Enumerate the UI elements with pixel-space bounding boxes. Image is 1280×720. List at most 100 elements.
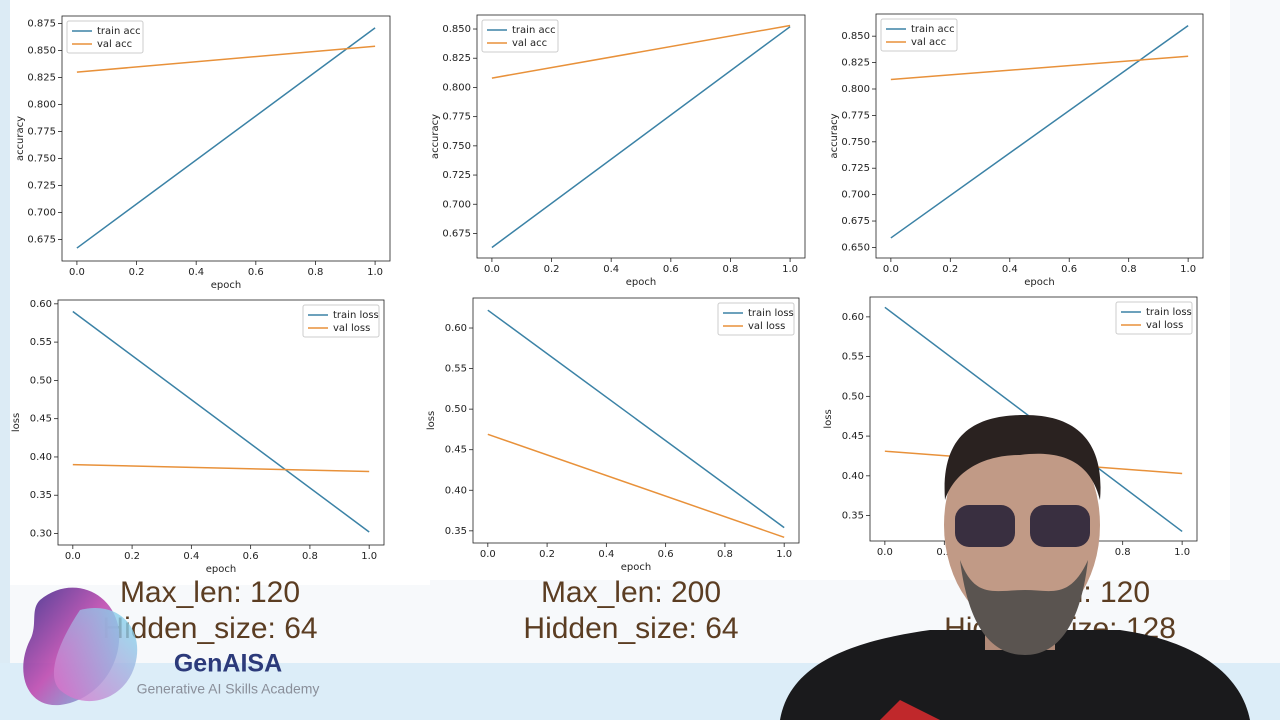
y-tick-label: 0.800 bbox=[27, 100, 56, 111]
y-tick-label: 0.825 bbox=[841, 58, 870, 69]
x-tick-label: 0.4 bbox=[598, 549, 614, 560]
legend: train acc val acc bbox=[481, 19, 559, 53]
left-strip bbox=[0, 0, 10, 663]
x-tick-label: 0.2 bbox=[544, 264, 560, 275]
series-line bbox=[72, 463, 370, 473]
x-tick-label: 0.4 bbox=[603, 264, 619, 275]
x-tick-label: 0.6 bbox=[1061, 264, 1077, 275]
y-tick-label: 0.60 bbox=[842, 312, 864, 323]
series-line bbox=[890, 55, 1189, 81]
x-tick-label: 1.0 bbox=[367, 267, 383, 278]
y-axis-label: accuracy bbox=[15, 116, 26, 161]
y-tick-label: 0.750 bbox=[442, 141, 471, 152]
legend-label: val loss bbox=[1146, 320, 1183, 331]
legend-box bbox=[481, 19, 559, 53]
x-tick-label: 0.0 bbox=[69, 267, 85, 278]
legend-label: train acc bbox=[97, 26, 141, 37]
x-tick-label: 0.4 bbox=[183, 551, 199, 562]
legend-box bbox=[1115, 301, 1193, 335]
x-axis-label: epoch bbox=[206, 564, 236, 575]
y-tick-label: 0.650 bbox=[841, 242, 870, 253]
x-tick-label: 0.0 bbox=[480, 549, 496, 560]
x-tick-label: 0.8 bbox=[1121, 264, 1137, 275]
line-chart: 0.0 0.2 0.4 0.6 0.8 1.0 0.675 0.700 0.725 0.750 0.… bbox=[430, 14, 806, 288]
hair bbox=[944, 415, 1101, 500]
x-axis-label: epoch bbox=[621, 562, 651, 573]
x-tick-label: 0.2 bbox=[539, 549, 555, 560]
x-axis-label: epoch bbox=[1024, 277, 1054, 288]
y-tick-label: 0.50 bbox=[842, 391, 864, 402]
y-axis-label: loss bbox=[426, 411, 437, 430]
glasses bbox=[1030, 505, 1090, 547]
charts: 0.0 0.2 0.4 0.6 0.8 1.0 0.675 0.700 0.725 0.750 0.… bbox=[11, 13, 1204, 575]
glasses bbox=[955, 505, 1015, 547]
line-chart: 0.0 0.2 0.4 0.6 0.8 1.0 0.650 0.675 0.700 0.725 0.… bbox=[829, 13, 1204, 288]
y-tick-label: 0.700 bbox=[841, 190, 870, 201]
y-tick-label: 0.725 bbox=[27, 180, 56, 191]
logo-patch bbox=[880, 700, 940, 720]
y-tick-label: 0.700 bbox=[27, 207, 56, 218]
x-tick-label: 0.4 bbox=[188, 267, 204, 278]
series-line bbox=[491, 24, 791, 79]
y-tick-label: 0.675 bbox=[841, 216, 870, 227]
line-chart: 0.0 0.2 0.4 0.6 0.8 1.0 0.35 0.40 0.45 0.50 0.55 0.… bbox=[426, 297, 800, 573]
legend-label: train acc bbox=[512, 25, 556, 36]
y-tick-label: 0.55 bbox=[445, 364, 467, 375]
x-tick-label: 0.6 bbox=[658, 549, 674, 560]
y-axis-label: loss bbox=[823, 409, 834, 428]
legend-label: train loss bbox=[333, 310, 379, 321]
y-tick-label: 0.40 bbox=[445, 485, 467, 496]
x-tick-label: 0.2 bbox=[124, 551, 140, 562]
y-tick-label: 0.775 bbox=[27, 126, 56, 137]
series-line bbox=[76, 27, 376, 249]
x-tick-label: 1.0 bbox=[1174, 547, 1190, 558]
y-tick-label: 0.850 bbox=[442, 24, 471, 35]
y-tick-label: 0.750 bbox=[27, 153, 56, 164]
y-tick-label: 0.750 bbox=[841, 137, 870, 148]
series-line bbox=[76, 45, 376, 73]
y-tick-label: 0.55 bbox=[30, 337, 52, 348]
x-tick-label: 0.2 bbox=[129, 267, 145, 278]
x-axis-label: epoch bbox=[626, 277, 656, 288]
y-axis-label: accuracy bbox=[829, 113, 840, 158]
series-line bbox=[491, 26, 791, 249]
logo-name: GenAISA bbox=[174, 650, 282, 678]
face bbox=[944, 420, 1100, 630]
y-tick-label: 0.50 bbox=[445, 404, 467, 415]
legend-label: train acc bbox=[911, 24, 955, 35]
legend-label: val loss bbox=[333, 323, 370, 334]
x-tick-label: 1.0 bbox=[782, 264, 798, 275]
x-tick-label: 1.0 bbox=[361, 551, 377, 562]
y-tick-label: 0.55 bbox=[842, 352, 864, 363]
x-tick-label: 1.0 bbox=[776, 549, 792, 560]
y-tick-label: 0.35 bbox=[842, 511, 864, 522]
x-tick-label: 0.6 bbox=[243, 551, 259, 562]
x-tick-label: 0.6 bbox=[663, 264, 679, 275]
jacket bbox=[780, 630, 1250, 720]
x-tick-label: 0.0 bbox=[65, 551, 81, 562]
y-tick-label: 0.60 bbox=[445, 323, 467, 334]
y-tick-label: 0.45 bbox=[842, 431, 864, 442]
legend-label: val acc bbox=[911, 37, 946, 48]
series-line bbox=[487, 309, 785, 529]
y-axis-label: accuracy bbox=[430, 114, 441, 159]
x-tick-label: 0.2 bbox=[936, 547, 952, 558]
y-tick-label: 0.725 bbox=[841, 163, 870, 174]
legend-label: train loss bbox=[1146, 307, 1192, 318]
presenter bbox=[780, 415, 1250, 720]
x-axis-label: epoch bbox=[211, 280, 241, 291]
legend-label: val acc bbox=[97, 39, 132, 50]
y-tick-label: 0.700 bbox=[442, 199, 471, 210]
beard bbox=[960, 560, 1088, 655]
caption: Max_len: 120 bbox=[120, 576, 300, 609]
caption: Max_len: 200 bbox=[541, 576, 721, 609]
y-tick-label: 0.875 bbox=[27, 19, 56, 30]
y-tick-label: 0.60 bbox=[30, 299, 52, 310]
y-tick-label: 0.800 bbox=[841, 84, 870, 95]
x-tick-label: 0.8 bbox=[1115, 547, 1131, 558]
line-chart: 0.0 0.2 0.4 0.6 0.8 1.0 0.30 0.35 0.40 0.45 0.50 0.… bbox=[11, 299, 385, 575]
legend: train acc val acc bbox=[880, 18, 958, 52]
y-tick-label: 0.825 bbox=[442, 53, 471, 64]
series-line bbox=[890, 25, 1189, 239]
